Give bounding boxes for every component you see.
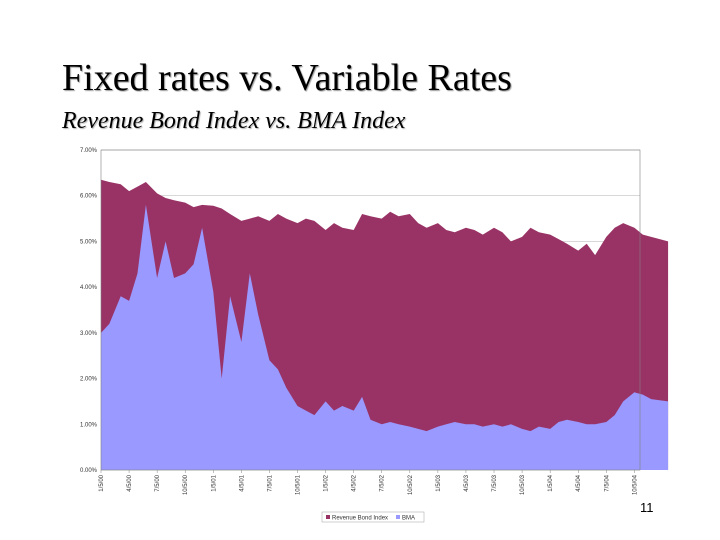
x-tick-label: 10/5/02	[408, 474, 414, 495]
x-tick-label: 4/5/02	[352, 474, 358, 491]
legend-swatch-revenue-bond-index	[326, 515, 330, 519]
slide-subtitle: Revenue Bond Index vs. BMA Index	[62, 108, 406, 134]
y-tick-label: 7.00%	[80, 148, 98, 154]
x-tick-label: 10/5/03	[520, 474, 526, 495]
x-tick-label: 1/5/01	[211, 474, 217, 491]
x-tick-label: 1/5/00	[99, 474, 105, 491]
x-tick-label: 7/5/01	[267, 474, 273, 491]
slide-number: 11	[640, 500, 654, 515]
x-tick-label: 4/5/00	[127, 474, 133, 491]
x-tick-label: 10/5/01	[296, 474, 302, 495]
y-tick-label: 0.00%	[80, 468, 98, 474]
x-tick-label: 1/5/02	[324, 474, 330, 491]
slide-title: Fixed rates vs. Variable Rates	[62, 57, 512, 99]
x-tick-label: 7/5/04	[604, 474, 610, 491]
x-tick-label: 4/5/03	[464, 474, 470, 491]
x-tick-label: 10/5/00	[183, 474, 189, 495]
x-axis-ticks: 1/5/00 4/5/00 7/5/00 10/5/00 1/5/01 4/5/01 7/5…	[99, 470, 638, 495]
plot-frame	[100, 149, 641, 471]
x-tick-label: 1/5/04	[548, 474, 554, 491]
y-tick-label: 4.00%	[80, 285, 98, 291]
x-tick-label: 7/5/03	[492, 474, 498, 491]
x-tick-label: 4/5/04	[576, 474, 582, 491]
chart-legend: Revenue Bond Index BMA	[321, 511, 425, 523]
y-tick-label: 6.00%	[80, 194, 98, 200]
legend-swatch-bma	[396, 515, 400, 519]
y-tick-label: 3.00%	[80, 331, 98, 337]
x-tick-label: 4/5/01	[239, 474, 245, 491]
y-axis-ticks: 0.00% 1.00% 2.00% 3.00% 4.00% 5.00% 6.00% 7.00%	[80, 148, 98, 474]
x-tick-label: 7/5/00	[155, 474, 161, 491]
area-bma-index	[101, 204, 669, 470]
y-tick-label: 5.00%	[80, 239, 98, 245]
y-tick-label: 1.00%	[80, 422, 98, 428]
legend-label-bma: BMA	[402, 516, 415, 522]
legend-box	[321, 511, 425, 523]
x-tick-label: 10/5/04	[632, 474, 638, 495]
x-tick-label: 7/5/02	[380, 474, 386, 491]
x-tick-label: 1/5/03	[436, 474, 442, 491]
y-tick-label: 2.00%	[80, 377, 98, 383]
legend-label-revenue-bond-index: Revenue Bond Index	[332, 516, 388, 522]
